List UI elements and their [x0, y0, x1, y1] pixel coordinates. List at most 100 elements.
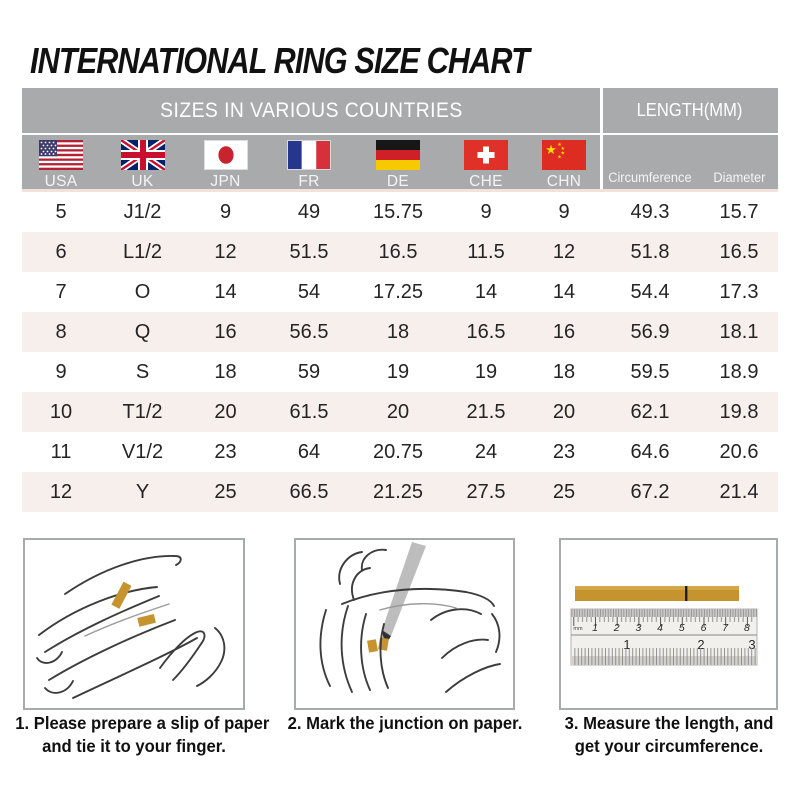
table-cell: 16: [214, 320, 237, 343]
table-cell: 56.9: [630, 320, 670, 343]
country-code: UK: [131, 173, 154, 190]
step3-caption: 3. Measure the length, and get your circ…: [544, 712, 794, 758]
table-cell: 56.5: [289, 320, 329, 343]
table-cell: 16: [552, 320, 576, 343]
table-cell: 5: [55, 200, 67, 223]
table-cell: 6: [55, 240, 67, 263]
table-cell: 54: [297, 280, 321, 303]
table-cell: 18: [552, 360, 576, 383]
ruler-number: 3: [635, 622, 641, 634]
table-cell: 11.5: [467, 240, 505, 263]
step3-illustration-panel: mm 1 2 3 4 5 6 7 8 1 2 3: [559, 538, 778, 710]
usa-flag-icon: [39, 140, 83, 170]
ring-size-table: SIZES IN VARIOUS COUNTRIES LENGTH(MM): [22, 88, 778, 512]
table-cell: 8: [55, 320, 67, 343]
table-cell: 49: [297, 200, 321, 223]
table-cell: 19: [474, 360, 498, 383]
table-cell: 16.5: [466, 320, 506, 343]
table-cell: 20: [386, 400, 410, 423]
germany-flag-icon: [376, 140, 420, 170]
header-length-mm-label: LENGTH(MM): [636, 100, 742, 120]
uk-flag-icon: [120, 140, 165, 170]
table-body: 5 J1/2 9 49 15.75 9 9 49.3 15.7 6 L1/2 12 51.5 16.5 1…: [22, 192, 778, 512]
table-cell: 11: [50, 440, 72, 463]
table-cell: 15.75: [372, 200, 424, 223]
country-code: CHN: [546, 173, 582, 190]
table-cell: 12: [49, 480, 73, 503]
table-cell: 16.5: [378, 240, 418, 263]
country-code: DE: [386, 173, 410, 190]
ruler-number: 8: [744, 622, 750, 634]
column-chn: ★ ★ ★ ★ ★ CHN: [528, 135, 600, 192]
ruler-number: 1: [623, 637, 630, 652]
table-cell: 14: [474, 280, 498, 303]
table-cell: S: [135, 360, 150, 383]
circumference-label: Circumference: [608, 170, 692, 185]
mark-junction-illustration: [319, 542, 501, 693]
table-cell: 59.5: [630, 360, 670, 383]
table-cell: 14: [552, 280, 576, 303]
svg-text:★: ★: [557, 155, 562, 161]
column-fr: FR: [266, 135, 352, 192]
header-sizes-countries: SIZES IN VARIOUS COUNTRIES: [22, 88, 600, 133]
page-title: INTERNATIONAL RING SIZE CHART: [30, 40, 530, 81]
table-cell: 21.4: [719, 480, 759, 503]
ruler-number: 4: [657, 622, 663, 634]
france-flag-icon: [287, 140, 331, 170]
table-cell: 19.8: [719, 400, 759, 423]
table-cell: 23: [552, 440, 576, 463]
table-cell: 12: [214, 240, 237, 263]
step2-caption: 2. Mark the junction on paper.: [280, 712, 530, 735]
switzerland-flag-icon: [464, 140, 508, 170]
table-cell: 12: [552, 240, 576, 263]
table-cell: 20.75: [372, 440, 424, 463]
table-cell: 17.25: [372, 280, 424, 303]
table-cell: 9: [219, 200, 232, 223]
column-che: CHE: [444, 135, 528, 192]
step1-caption-line1: 1. Please prepare a slip of paper: [15, 713, 270, 733]
ruler-number: 2: [697, 637, 704, 652]
header-length-mm: LENGTH(MM): [600, 88, 778, 133]
table-cell: 61.5: [289, 400, 329, 423]
table-cell: 16.5: [719, 240, 759, 263]
step2-illustration-panel: [294, 538, 515, 710]
table-cell: 27.5: [466, 480, 506, 503]
table-cell: 20: [552, 400, 576, 423]
svg-text:★: ★: [545, 143, 557, 158]
table-cell: 67.2: [630, 480, 670, 503]
table-cell: 64.6: [630, 440, 670, 463]
table-row: 10 T1/2 20 61.5 20 21.5 20 62.1 19.8: [22, 392, 778, 432]
table-cell: J1/2: [123, 200, 162, 223]
table-cell: 18: [386, 320, 410, 343]
table-cell: 18.1: [719, 320, 759, 343]
ruler-number: 3: [748, 637, 755, 652]
step3-caption-line1: 3. Measure the length, and: [564, 713, 774, 733]
table-cell: 59: [297, 360, 321, 383]
header-divider-horizontal: [22, 133, 778, 135]
table-cell: 7: [55, 280, 67, 303]
country-code: CHE: [469, 173, 503, 190]
table-cell: 21.25: [372, 480, 424, 503]
table-row: 7 O 14 54 17.25 14 14 54.4 17.3: [22, 272, 778, 312]
ruler-measure-illustration: mm 1 2 3 4 5 6 7 8 1 2 3: [570, 586, 758, 666]
column-usa: USA: [22, 135, 100, 192]
table-cell: L1/2: [123, 240, 162, 263]
ruler-number: 2: [613, 622, 620, 634]
china-flag-icon: ★ ★ ★ ★ ★: [542, 140, 586, 170]
svg-text:★: ★: [561, 151, 566, 157]
table-cell: 18.9: [719, 360, 759, 383]
table-row: 9 S 18 59 19 19 18 59.5 18.9: [22, 352, 778, 392]
table-cell: 14: [214, 280, 237, 303]
table-cell: O: [134, 280, 151, 303]
column-diameter: Diameter: [700, 135, 778, 192]
svg-text:★: ★: [561, 146, 566, 152]
table-cell: 54.4: [630, 280, 670, 303]
table-cell: 18: [214, 360, 237, 383]
table-header: SIZES IN VARIOUS COUNTRIES LENGTH(MM): [22, 88, 778, 192]
flag-row: USA UK JP: [22, 133, 778, 192]
table-row: 11 V1/2 23 64 20.75 24 23 64.6 20.6: [22, 432, 778, 472]
table-cell: 9: [55, 360, 67, 383]
table-cell: 19: [386, 360, 410, 383]
ruler-number: 6: [701, 622, 707, 634]
step1-caption-line2: and tie it to your finger.: [42, 736, 226, 756]
